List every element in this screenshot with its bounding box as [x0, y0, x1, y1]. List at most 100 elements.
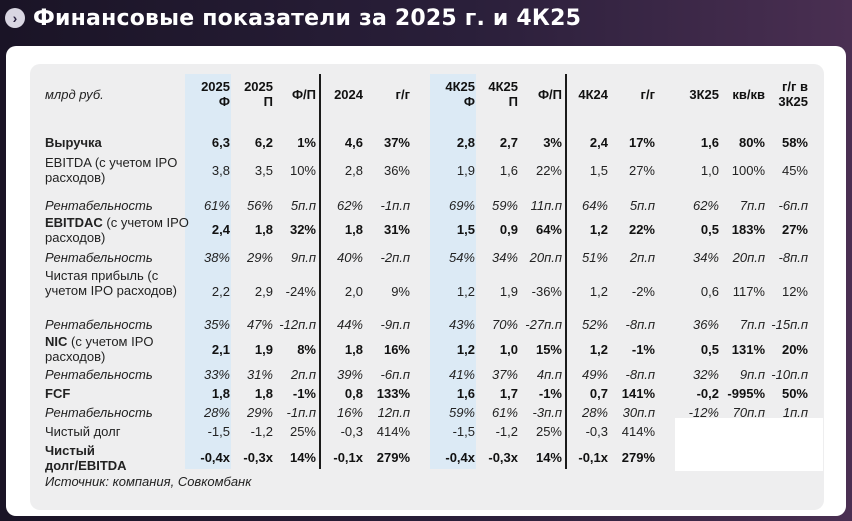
table-cell: 1,9	[456, 163, 475, 178]
table-cell: 27%	[628, 163, 655, 178]
table-cell: 64%	[535, 222, 562, 237]
row-label: NIC (с учетом IPO расходов)	[45, 334, 154, 364]
table-cell: 0,8	[344, 386, 363, 401]
table-cell: 1,9	[499, 284, 518, 299]
table-cell: -12п.п	[279, 317, 316, 332]
column-header: г/г	[395, 87, 410, 102]
table-cell: 2п.п	[290, 367, 316, 382]
table-cell: 2,2	[211, 284, 230, 299]
table-cell: 1,6	[456, 386, 475, 401]
table-cell: 1,2	[589, 342, 608, 357]
table-cell: 279%	[621, 450, 655, 465]
chevron-right-icon[interactable]: ›	[5, 8, 25, 28]
table-cell: 5п.п	[290, 198, 316, 213]
table-cell: 80%	[738, 135, 765, 150]
highlight-4k25-fact	[430, 74, 476, 469]
table-cell: 414%	[376, 424, 410, 439]
table-cell: 40%	[336, 250, 363, 265]
table-cell: 1,5	[589, 163, 608, 178]
table-cell: 58%	[781, 135, 808, 150]
table-cell: 133%	[376, 386, 410, 401]
table-cell: 22%	[628, 222, 655, 237]
table-cell: -1%	[292, 386, 316, 401]
table-cell: 38%	[203, 250, 230, 265]
table-cell: 30п.п	[622, 405, 655, 420]
table-cell: -1%	[538, 386, 562, 401]
table-cell: -1,5	[452, 424, 475, 439]
table-cell: 131%	[731, 342, 765, 357]
row-label: Рентабельность	[45, 405, 153, 420]
table-cell: -27п.п	[525, 317, 562, 332]
column-header: 4К25 Ф	[445, 79, 475, 109]
table-cell: 54%	[448, 250, 475, 265]
row-label: Чистый долг	[45, 424, 121, 439]
table-cell: 49%	[581, 367, 608, 382]
table-cell: 2,4	[211, 222, 230, 237]
table-cell: -8п.п	[778, 250, 808, 265]
table-cell: 6,2	[254, 135, 273, 150]
table-cell: 2,1	[211, 342, 230, 357]
table-cell: 0,5	[700, 222, 719, 237]
row-label: Рентабельность	[45, 250, 153, 265]
row-label: Выручка	[45, 135, 102, 150]
table-cell: 1,2	[589, 222, 608, 237]
table-cell: 14%	[535, 450, 562, 465]
table-cell: -0,1x	[333, 450, 363, 465]
table-cell: 1,9	[254, 342, 273, 357]
table-cell: 1%	[297, 135, 316, 150]
table-cell: 29%	[246, 405, 273, 420]
table-cell: 64%	[581, 198, 608, 213]
divider-quarter	[565, 74, 567, 469]
table-cell: 34%	[692, 250, 719, 265]
table-cell: -6п.п	[778, 198, 808, 213]
table-cell: 43%	[448, 317, 475, 332]
table-cell: 1,0	[700, 163, 719, 178]
table-cell: 69%	[448, 198, 475, 213]
financial-table: млрд руб. Источник: компания, Совкомбанк…	[30, 64, 824, 510]
table-cell: 36%	[692, 317, 719, 332]
table-cell: 37%	[491, 367, 518, 382]
table-cell: 31%	[246, 367, 273, 382]
table-cell: 45%	[781, 163, 808, 178]
table-cell: 44%	[336, 317, 363, 332]
table-cell: 61%	[491, 405, 518, 420]
table-cell: 31%	[383, 222, 410, 237]
table-cell: 34%	[491, 250, 518, 265]
table-cell: 59%	[491, 198, 518, 213]
table-cell: 1,7	[499, 386, 518, 401]
table-cell: 1,8	[211, 386, 230, 401]
divider-annual	[319, 74, 321, 469]
highlight-2025-fact	[185, 74, 231, 469]
table-cell: -0,4x	[445, 450, 475, 465]
table-cell: 12п.п	[377, 405, 410, 420]
table-cell: 4,6	[344, 135, 363, 150]
table-cell: 183%	[731, 222, 765, 237]
row-label: Рентабельность	[45, 367, 153, 382]
table-cell: 279%	[376, 450, 410, 465]
table-cell: 22%	[535, 163, 562, 178]
table-cell: 141%	[621, 386, 655, 401]
table-cell: 5п.п	[629, 198, 655, 213]
table-cell: 50%	[781, 386, 808, 401]
table-cell: 4п.п	[536, 367, 562, 382]
table-cell: 25%	[289, 424, 316, 439]
table-cell: 12%	[781, 284, 808, 299]
table-cell: 1,8	[254, 222, 273, 237]
table-cell: 20п.п	[732, 250, 765, 265]
row-label: Рентабельность	[45, 198, 153, 213]
table-cell: -1п.п	[380, 198, 410, 213]
table-cell: 41%	[448, 367, 475, 382]
table-cell: -0,3x	[488, 450, 518, 465]
column-header: 2024	[334, 87, 363, 102]
table-cell: -9п.п	[380, 317, 410, 332]
table-cell: 7п.п	[739, 198, 765, 213]
table-cell: -24%	[285, 284, 316, 299]
table-cell: -1,2	[495, 424, 518, 439]
column-header: г/г	[640, 87, 655, 102]
table-cell: 6,3	[211, 135, 230, 150]
table-cell: 51%	[581, 250, 608, 265]
table-cell: -8п.п	[625, 367, 655, 382]
table-cell: 25%	[535, 424, 562, 439]
table-cell: 62%	[336, 198, 363, 213]
table-cell: 17%	[628, 135, 655, 150]
